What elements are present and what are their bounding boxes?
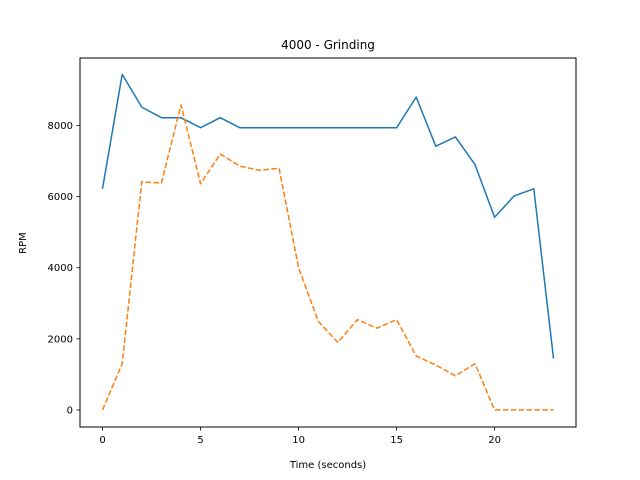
chart-title: 4000 - Grinding [281, 38, 375, 52]
y-axis-label: RPM [18, 232, 29, 254]
y-tick-label: 4000 [48, 263, 73, 274]
x-tick-label: 0 [99, 435, 105, 446]
y-tick-label: 2000 [48, 334, 73, 345]
x-tick-label: 20 [488, 435, 501, 446]
plot-area [101, 73, 555, 411]
y-tick-label: 6000 [48, 192, 73, 203]
x-tick-label: 15 [390, 435, 403, 446]
plot-frame [79, 57, 577, 428]
x-tick-label: 5 [197, 435, 203, 446]
y-tick-label: 8000 [48, 121, 73, 132]
x-axis-label: Time (seconds) [289, 460, 366, 471]
x-axis-ticks: 0 5 10 15 20 [99, 427, 501, 446]
y-tick-label: 0 [67, 405, 73, 416]
series-2-line [101, 104, 554, 411]
y-axis-ticks: 0 2000 4000 6000 8000 [48, 121, 80, 416]
x-tick-label: 10 [292, 435, 305, 446]
